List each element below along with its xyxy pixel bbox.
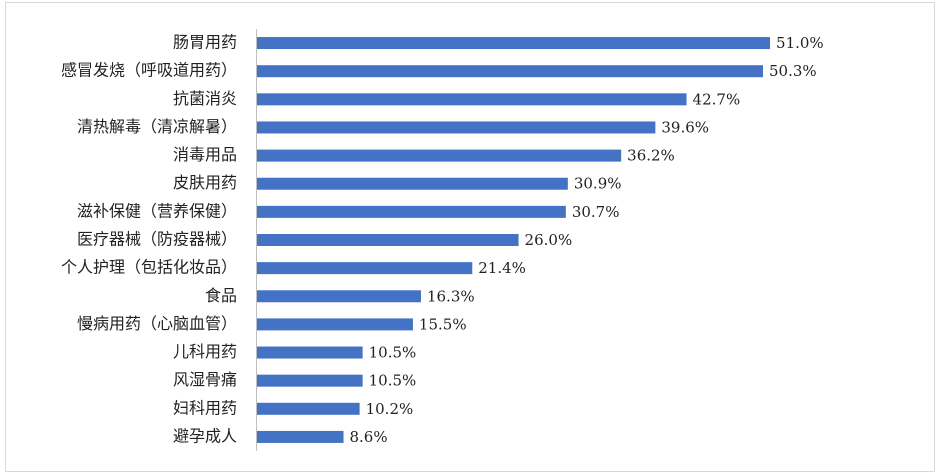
y-tick-label: 慢病用药（心脑血管）	[77, 314, 237, 333]
bar	[257, 262, 473, 275]
value-label: 26.0%	[525, 231, 573, 249]
y-tick-label: 肠胃用药	[173, 33, 237, 52]
value-label: 15.5%	[419, 315, 467, 333]
y-tick-label: 医疗器械（防疫器械）	[77, 230, 237, 249]
value-label: 50.3%	[769, 62, 817, 80]
value-label: 30.7%	[572, 203, 620, 221]
value-label: 30.9%	[574, 175, 622, 193]
y-tick-label: 风湿骨痛	[173, 370, 237, 389]
y-tick-label: 清热解毒（清凉解暑）	[77, 117, 237, 136]
bar	[257, 121, 656, 134]
value-label: 10.5%	[369, 372, 417, 390]
bar	[257, 290, 421, 303]
value-label: 16.3%	[427, 287, 475, 305]
bar	[257, 205, 566, 218]
value-label: 8.6%	[350, 428, 388, 446]
y-tick-label: 消毒用品	[173, 145, 237, 164]
y-tick-label: 儿科用药	[173, 342, 237, 361]
y-tick-label: 食品	[205, 286, 237, 305]
bar	[257, 346, 363, 359]
bar	[257, 402, 360, 415]
bar	[257, 430, 344, 443]
value-label: 42.7%	[693, 90, 741, 108]
value-label: 39.6%	[661, 118, 709, 136]
y-tick-label: 妇科用药	[173, 398, 237, 417]
y-tick-label: 皮肤用药	[173, 173, 237, 192]
value-label: 10.2%	[366, 400, 414, 418]
bar	[257, 37, 771, 50]
bar	[257, 234, 519, 246]
y-tick-label: 避孕成人	[173, 426, 237, 445]
value-label: 10.5%	[369, 344, 417, 362]
bar	[257, 93, 687, 106]
y-tick-label: 个人护理（包括化妆品）	[61, 258, 237, 277]
bar	[257, 374, 363, 387]
bar	[257, 65, 764, 78]
value-label: 21.4%	[478, 259, 526, 277]
y-tick-label: 抗菌消炎	[173, 89, 237, 108]
y-tick-label: 感冒发烧（呼吸道用药）	[61, 61, 237, 80]
bar	[257, 177, 568, 190]
bar	[257, 149, 622, 162]
value-label: 36.2%	[627, 147, 675, 165]
bar	[257, 318, 413, 331]
y-tick-label: 滋补保健（营养保健）	[77, 201, 237, 220]
value-label: 51.0%	[776, 34, 824, 52]
